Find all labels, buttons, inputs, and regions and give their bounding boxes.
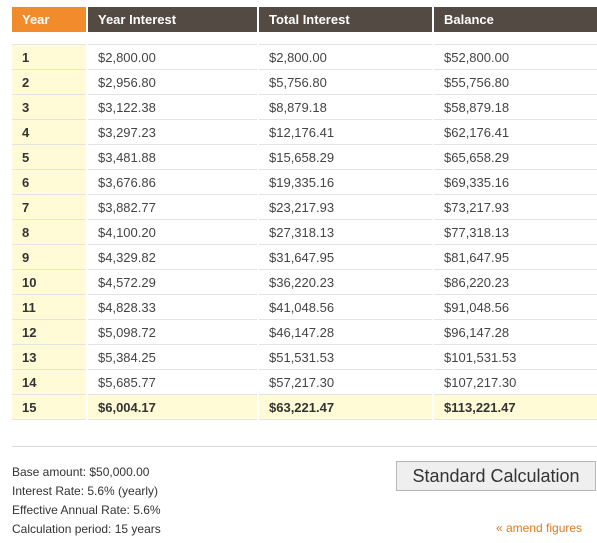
year-cell: 6 xyxy=(12,169,88,195)
total-interest-cell: $41,048.56 xyxy=(258,294,434,320)
interest-rate-text: Interest Rate: 5.6% (yearly) xyxy=(12,484,159,498)
column-header-total-interest: Total Interest xyxy=(258,7,434,32)
balance-cell: $91,048.56 xyxy=(433,294,597,320)
table-row: 13 $5,384.25 $51,531.53 $101,531.53 xyxy=(12,344,597,370)
year-cell: 1 xyxy=(12,44,88,70)
calculation-period-text: Calculation period: 15 years xyxy=(12,522,161,536)
table-row: 10 $4,572.29 $36,220.23 $86,220.23 xyxy=(12,269,597,295)
column-header-year: Year xyxy=(12,7,88,32)
year-cell: 3 xyxy=(12,94,88,120)
balance-cell: $58,879.18 xyxy=(433,94,597,120)
table-row: 12 $5,098.72 $46,147.28 $96,147.28 xyxy=(12,319,597,345)
table-row: 6 $3,676.86 $19,335.16 $69,335.16 xyxy=(12,169,597,195)
year-cell: 4 xyxy=(12,119,88,145)
table-header-row: Year Year Interest Total Interest Balanc… xyxy=(12,7,597,32)
balance-cell: $81,647.95 xyxy=(433,244,597,270)
balance-cell: $96,147.28 xyxy=(433,319,597,345)
balance-cell: $107,217.30 xyxy=(433,369,597,395)
total-interest-cell: $27,318.13 xyxy=(258,219,434,245)
total-interest-cell: $12,176.41 xyxy=(258,119,434,145)
year-interest-cell: $4,100.20 xyxy=(87,219,259,245)
total-interest-cell: $31,647.95 xyxy=(258,244,434,270)
year-interest-cell: $5,098.72 xyxy=(87,319,259,345)
year-interest-cell: $2,956.80 xyxy=(87,69,259,95)
total-interest-cell: $46,147.28 xyxy=(258,319,434,345)
balance-cell: $73,217.93 xyxy=(433,194,597,220)
standard-calculation-button[interactable]: Standard Calculation xyxy=(396,461,596,491)
total-interest-cell: $51,531.53 xyxy=(258,344,434,370)
year-cell: 13 xyxy=(12,344,88,370)
balance-cell: $101,531.53 xyxy=(433,344,597,370)
total-interest-cell: $2,800.00 xyxy=(258,44,434,70)
balance-cell: $86,220.23 xyxy=(433,269,597,295)
amend-figures-link[interactable]: « amend figures xyxy=(496,521,583,535)
total-interest-cell: $19,335.16 xyxy=(258,169,434,195)
total-interest-cell: $15,658.29 xyxy=(258,144,434,170)
total-interest-cell: $57,217.30 xyxy=(258,369,434,395)
year-interest-cell: $3,122.38 xyxy=(87,94,259,120)
year-cell: 14 xyxy=(12,369,88,395)
balance-cell: $52,800.00 xyxy=(433,44,597,70)
year-cell: 2 xyxy=(12,69,88,95)
year-cell: 12 xyxy=(12,319,88,345)
column-header-year-interest: Year Interest xyxy=(87,7,259,32)
year-interest-cell: $3,882.77 xyxy=(87,194,259,220)
total-interest-cell: $23,217.93 xyxy=(258,194,434,220)
year-interest-cell: $5,384.25 xyxy=(87,344,259,370)
year-cell: 7 xyxy=(12,194,88,220)
balance-cell: $55,756.80 xyxy=(433,69,597,95)
year-cell: 9 xyxy=(12,244,88,270)
total-interest-cell: $36,220.23 xyxy=(258,269,434,295)
year-cell: 5 xyxy=(12,144,88,170)
final-total-interest-cell: $63,221.47 xyxy=(258,394,434,420)
year-interest-cell: $3,297.23 xyxy=(87,119,259,145)
results-table: Year Year Interest Total Interest Balanc… xyxy=(12,7,597,420)
table-body: 1 $2,800.00 $2,800.00 $52,800.00 2 $2,956.80 $… xyxy=(12,32,597,420)
balance-cell: $77,318.13 xyxy=(433,219,597,245)
total-interest-cell: $5,756.80 xyxy=(258,69,434,95)
year-cell: 10 xyxy=(12,269,88,295)
final-balance-cell: $113,221.47 xyxy=(433,394,597,420)
table-row: 2 $2,956.80 $5,756.80 $55,756.80 xyxy=(12,69,597,95)
balance-cell: $69,335.16 xyxy=(433,169,597,195)
year-interest-cell: $5,685.77 xyxy=(87,369,259,395)
total-interest-cell: $8,879.18 xyxy=(258,94,434,120)
year-interest-cell: $4,329.82 xyxy=(87,244,259,270)
table-row: 8 $4,100.20 $27,318.13 $77,318.13 xyxy=(12,219,597,245)
balance-cell: $65,658.29 xyxy=(433,144,597,170)
base-amount-text: Base amount: $50,000.00 xyxy=(12,465,150,479)
final-year-interest-cell: $6,004.17 xyxy=(87,394,259,420)
table-row: 7 $3,882.77 $23,217.93 $73,217.93 xyxy=(12,194,597,220)
table-row: 5 $3,481.88 $15,658.29 $65,658.29 xyxy=(12,144,597,170)
year-interest-cell: $3,676.86 xyxy=(87,169,259,195)
year-interest-cell: $2,800.00 xyxy=(87,44,259,70)
column-header-balance: Balance xyxy=(433,7,597,32)
table-row: 1 $2,800.00 $2,800.00 $52,800.00 xyxy=(12,44,597,70)
section-divider xyxy=(12,446,597,447)
final-year-cell: 15 xyxy=(12,394,88,420)
effective-rate-text: Effective Annual Rate: 5.6% xyxy=(12,503,161,517)
table-spacer xyxy=(12,32,597,45)
year-cell: 11 xyxy=(12,294,88,320)
table-row: 11 $4,828.33 $41,048.56 $91,048.56 xyxy=(12,294,597,320)
table-row-final: 15 $6,004.17 $63,221.47 $113,221.47 xyxy=(12,394,597,420)
year-interest-cell: $4,572.29 xyxy=(87,269,259,295)
table-row: 9 $4,329.82 $31,647.95 $81,647.95 xyxy=(12,244,597,270)
year-interest-cell: $3,481.88 xyxy=(87,144,259,170)
table-row: 4 $3,297.23 $12,176.41 $62,176.41 xyxy=(12,119,597,145)
calculation-summary: Base amount: $50,000.00 Interest Rate: 5… xyxy=(12,463,161,539)
table-row: 14 $5,685.77 $57,217.30 $107,217.30 xyxy=(12,369,597,395)
table-row: 3 $3,122.38 $8,879.18 $58,879.18 xyxy=(12,94,597,120)
year-interest-cell: $4,828.33 xyxy=(87,294,259,320)
year-cell: 8 xyxy=(12,219,88,245)
balance-cell: $62,176.41 xyxy=(433,119,597,145)
results-table-container: Year Year Interest Total Interest Balanc… xyxy=(12,7,597,420)
